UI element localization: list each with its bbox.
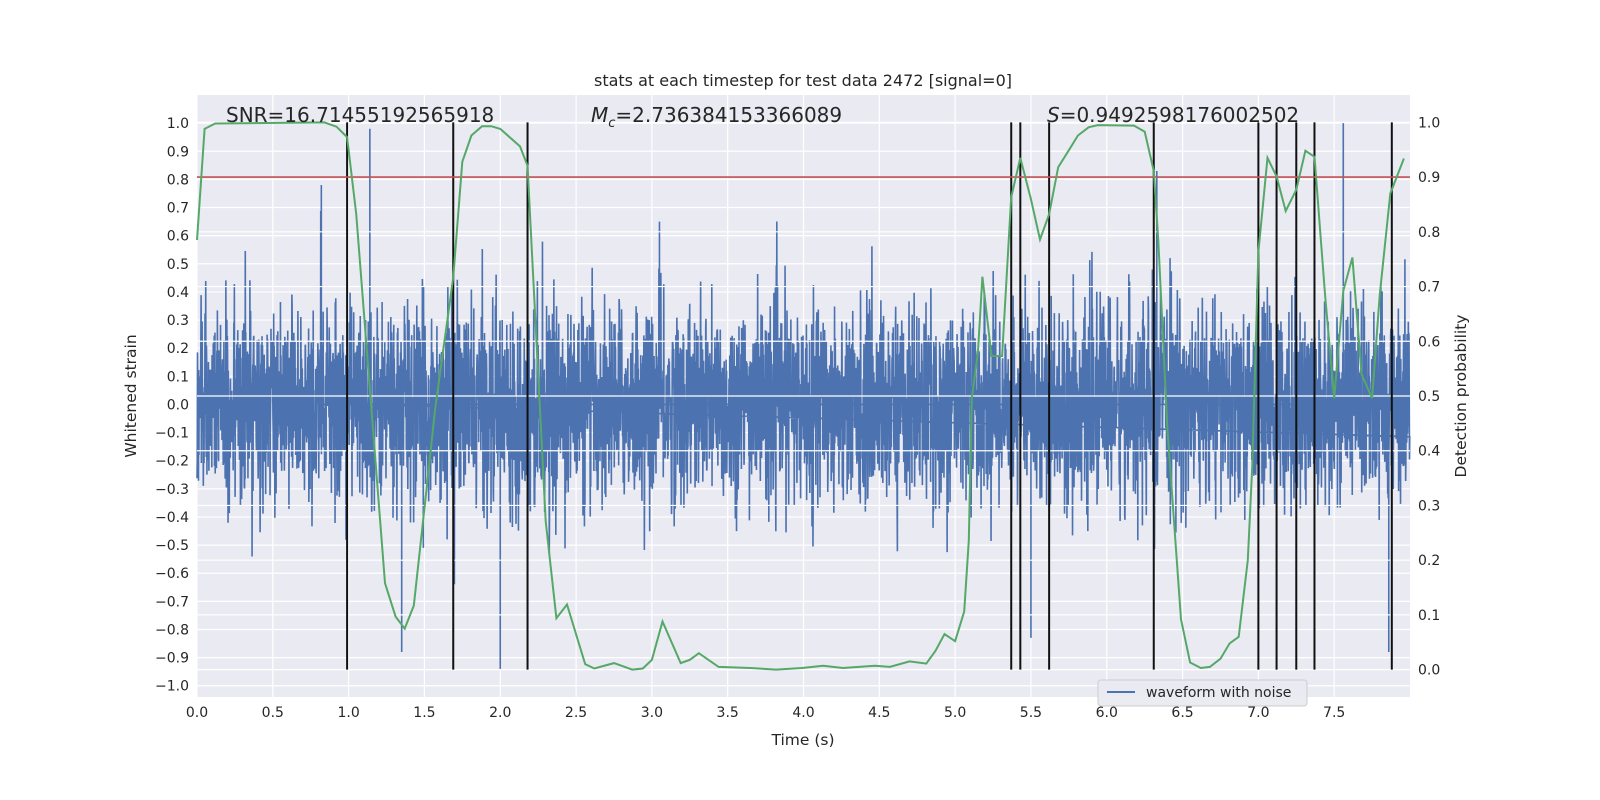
s-annotation: S=0.9492598176002502 bbox=[1047, 103, 1299, 127]
y-axis-label: Whitened strain bbox=[122, 334, 140, 457]
waveform-line bbox=[196, 123, 1411, 669]
y-tick-label: −1.0 bbox=[155, 679, 189, 695]
y-tick-label: 1.0 bbox=[167, 116, 189, 132]
s-symbol: S bbox=[1047, 103, 1060, 127]
y-tick-label: −0.5 bbox=[155, 538, 189, 554]
x-tick-label: 1.0 bbox=[337, 705, 359, 721]
x-tick-label: 3.5 bbox=[717, 705, 739, 721]
x-tick-label: 1.5 bbox=[413, 705, 435, 721]
y-tick-label: −0.9 bbox=[155, 651, 189, 667]
legend: waveform with noise bbox=[1097, 679, 1308, 707]
x-tick-label: 0.5 bbox=[262, 705, 284, 721]
x-tick-label: 6.0 bbox=[1096, 705, 1118, 721]
x-tick-label: 7.0 bbox=[1247, 705, 1269, 721]
y-right-tick-label: 0.7 bbox=[1418, 280, 1440, 296]
x-tick-label: 3.0 bbox=[641, 705, 663, 721]
y-tick-label: −0.6 bbox=[155, 566, 189, 582]
y-tick-label: −0.3 bbox=[155, 482, 189, 498]
waveform-series bbox=[196, 123, 1411, 669]
y-tick-label: −0.8 bbox=[155, 622, 189, 638]
chart-title: stats at each timestep for test data 247… bbox=[594, 71, 1012, 90]
y-tick-label: 0.3 bbox=[167, 313, 189, 329]
x-tick-label: 2.5 bbox=[565, 705, 587, 721]
x-tick-label: 0.0 bbox=[186, 705, 208, 721]
x-tick-label: 7.5 bbox=[1323, 705, 1345, 721]
s-value: =0.9492598176002502 bbox=[1060, 103, 1299, 127]
y-tick-label: 0.0 bbox=[167, 397, 189, 413]
y-tick-label: −0.7 bbox=[155, 594, 189, 610]
x-tick-label: 4.5 bbox=[868, 705, 890, 721]
y-tick-label: 0.8 bbox=[167, 172, 189, 188]
x-axis-label: Time (s) bbox=[770, 731, 834, 749]
y-right-tick-label: 0.9 bbox=[1418, 170, 1440, 186]
y-tick-label: −0.2 bbox=[155, 454, 189, 470]
y-right-tick-label: 0.1 bbox=[1418, 608, 1440, 624]
chirp-mass-annotation: Mc=2.736384153366089 bbox=[591, 103, 842, 131]
y-right-tick-label: 0.8 bbox=[1418, 225, 1440, 241]
x-tick-label: 4.0 bbox=[792, 705, 814, 721]
y-tick-label: 0.6 bbox=[167, 229, 189, 245]
mc-symbol: M bbox=[591, 103, 608, 127]
y-right-tick-label: 0.4 bbox=[1418, 444, 1440, 460]
y-tick-label: 0.5 bbox=[167, 257, 189, 273]
x-tick-label: 5.5 bbox=[1020, 705, 1042, 721]
y-tick-label: 0.4 bbox=[167, 285, 189, 301]
y-right-tick-label: 0.6 bbox=[1418, 334, 1440, 350]
y-right-tick-label: 0.2 bbox=[1418, 553, 1440, 569]
y-right-tick-label: 1.0 bbox=[1418, 115, 1440, 131]
tick-labels: 0.0 0.5 1.0 1.5 2.0 2.5 3.0 3.5 4.0 4.5 5.0 5.5 6.0 6… bbox=[155, 115, 1440, 721]
y-tick-label: −0.1 bbox=[155, 426, 189, 442]
y-right-tick-label: 0.3 bbox=[1418, 498, 1440, 514]
x-tick-label: 5.0 bbox=[944, 705, 966, 721]
y-tick-label: 0.2 bbox=[167, 341, 189, 357]
legend-box bbox=[1097, 679, 1308, 707]
y-tick-label: 0.1 bbox=[167, 369, 189, 385]
detection-probability-line bbox=[196, 121, 1405, 671]
y-right-tick-label: 0.5 bbox=[1418, 389, 1440, 405]
x-tick-label: 2.0 bbox=[489, 705, 511, 721]
mc-value: =2.736384153366089 bbox=[615, 103, 842, 127]
y-tick-label: −0.4 bbox=[155, 510, 189, 526]
snr-annotation: SNR=16.71455192565918 bbox=[226, 103, 494, 127]
mc-subscript: c bbox=[608, 116, 615, 131]
legend-entry: waveform with noise bbox=[1146, 685, 1291, 701]
y-right-tick-label: 0.0 bbox=[1418, 663, 1440, 679]
y-tick-label: 0.7 bbox=[167, 201, 189, 217]
x-tick-label: 6.5 bbox=[1171, 705, 1193, 721]
y-axis-right-label: Detection probability bbox=[1452, 315, 1470, 478]
y-tick-label: 0.9 bbox=[167, 144, 189, 160]
